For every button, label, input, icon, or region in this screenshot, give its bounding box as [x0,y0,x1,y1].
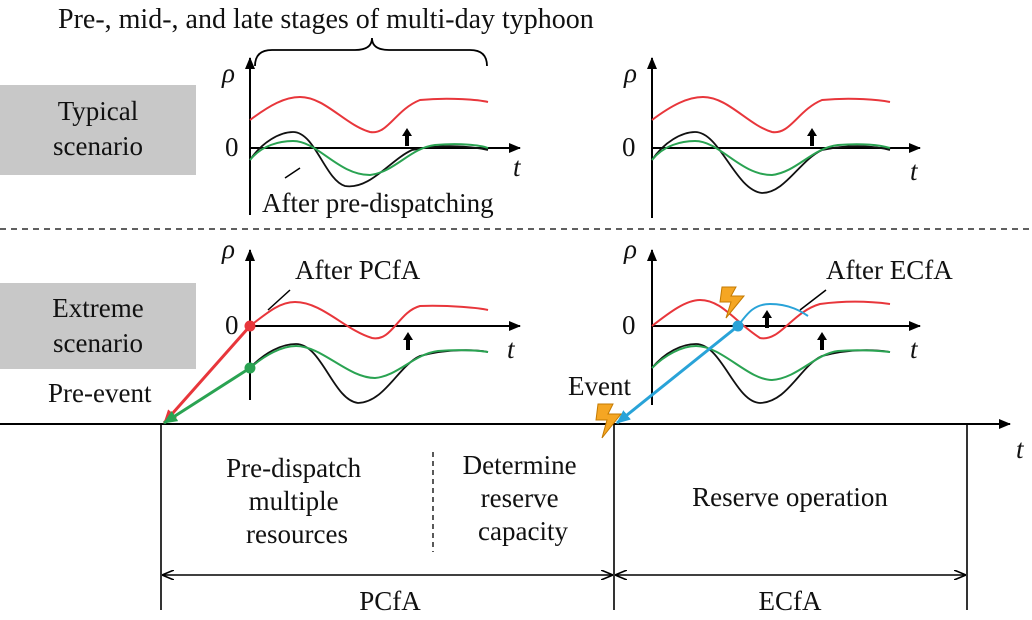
red-connector-arrow [162,325,252,424]
typical-scenario-label-2: scenario [53,131,143,161]
annotation-leader [799,289,827,311]
blue-connector-arrow [616,324,739,425]
red-curve [651,95,891,134]
rho-label: ρ [623,234,637,264]
extreme-scenario-label-1: Extreme [52,293,143,323]
rho-label: ρ [623,58,637,88]
t-label: t [507,334,516,364]
after-pre-dispatching-label: After pre-dispatching [262,188,494,218]
diagram-title: Pre-, mid-, and late stages of multi-day… [58,4,594,35]
extreme-chart-left: ρ 0 t After PCfA [221,234,521,404]
green-curve [249,139,489,177]
up-arrow-icon [807,128,817,146]
typical-scenario-label-1: Typical [58,96,139,126]
up-arrow-icon [402,128,412,146]
red-curve [249,300,489,340]
pcfa-task-1: Pre-dispatch multiple resources [226,453,368,549]
up-arrow-icon [817,332,827,350]
lightning-icon [595,403,623,439]
lightning-icon [719,286,746,319]
black-curve [249,131,489,188]
zero-label: 0 [225,132,239,162]
red-curve [651,298,891,340]
zero-label: 0 [622,132,636,162]
after-ecfa-label: After ECfA [826,255,953,285]
green-curve [651,139,891,177]
black-curve [249,343,489,404]
green-curve [249,344,489,380]
zero-label: 0 [225,310,239,340]
extreme-scenario-box: Extreme scenario [0,283,196,369]
timeline: t Pre-dispatch multiple resources Determ… [0,419,1025,616]
ecfa-task: Reserve operation [692,482,888,512]
after-pcfa-label: After PCfA [295,255,421,285]
typical-scenario-box: Typical scenario [0,85,196,175]
black-curve [651,343,891,404]
t-label: t [910,334,919,364]
blue-curve [737,302,809,327]
up-arrow-icon [403,332,413,350]
event-label: Event [568,371,631,401]
zero-label: 0 [622,310,636,340]
extreme-chart-right: ρ 0 t After ECfA [622,234,953,405]
annotation-leader [284,167,301,179]
t-label: t [910,156,919,186]
extreme-scenario-label-2: scenario [53,328,143,358]
stage-brace [254,37,488,67]
green-curve [651,344,891,382]
typical-chart-right: ρ 0 t [622,57,921,218]
annotation-leader [267,289,291,311]
green-connector-arrow [163,366,251,425]
pcfa-task-2: Determine reserve capacity [463,450,584,546]
ecfa-label: ECfA [759,586,822,616]
t-label: t [1016,434,1025,464]
typical-chart-left: ρ 0 t After pre-dispatching [221,57,522,218]
pcfa-label: PCfA [359,586,421,616]
up-arrow-icon [762,310,772,328]
pre-event-label: Pre-event [48,378,152,408]
red-curve [249,95,489,134]
rho-label: ρ [221,234,235,264]
rho-label: ρ [221,58,235,88]
black-curve [651,131,891,194]
t-label: t [513,152,522,182]
